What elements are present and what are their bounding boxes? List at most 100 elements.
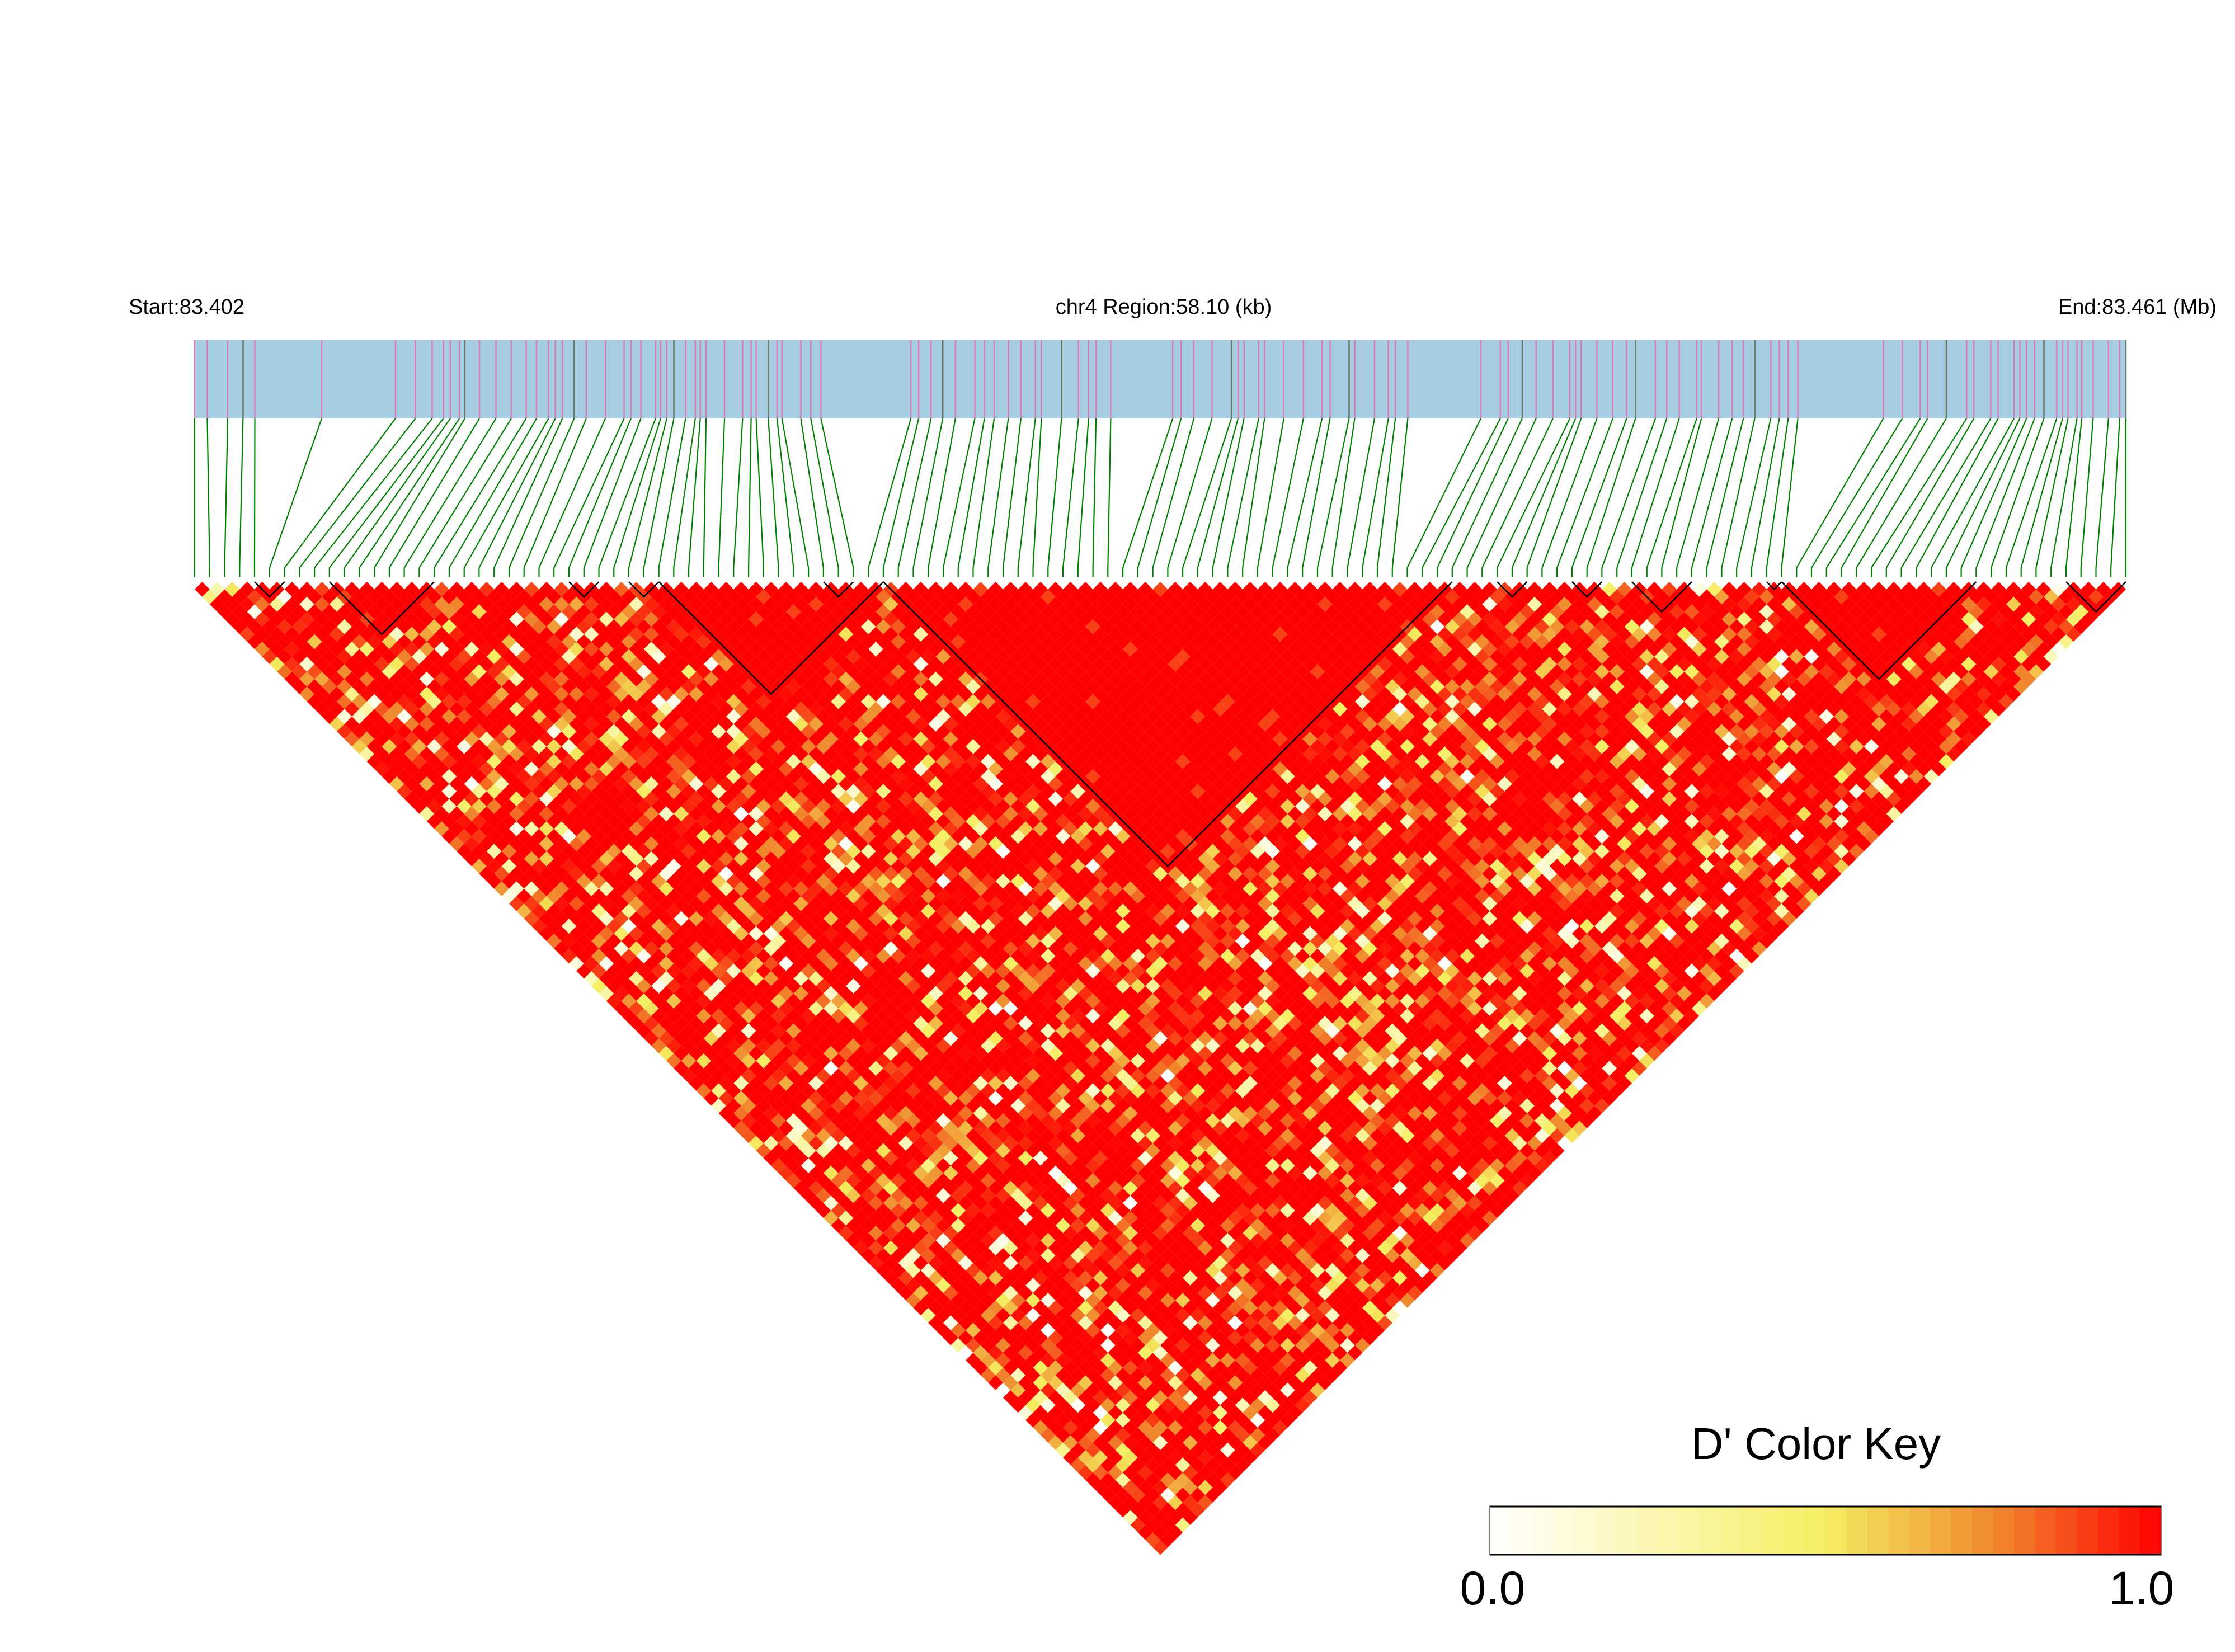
ld-cell (958, 1121, 973, 1136)
ld-cell (1025, 1218, 1041, 1233)
ld-cell (823, 1105, 839, 1121)
ld-cell (876, 1068, 891, 1084)
ld-cell (546, 724, 562, 739)
ld-cell (1077, 1345, 1093, 1361)
ld-cell (322, 709, 337, 724)
ld-cell (621, 933, 637, 949)
ld-cell (621, 948, 637, 964)
ld-cell (988, 1255, 1003, 1270)
ld-cell (643, 881, 659, 896)
ld-cell (584, 776, 599, 792)
ld-cell (1085, 1322, 1100, 1338)
snp-connector (1676, 418, 1720, 577)
ld-cell (629, 971, 644, 986)
ld-cell (980, 1322, 996, 1338)
ld-cell (1048, 1345, 1064, 1361)
ld-cell (756, 933, 771, 949)
ld-cell (1093, 1270, 1108, 1286)
ld-cell (726, 1008, 741, 1024)
ld-cell (1115, 1413, 1131, 1428)
ld-cell (674, 1001, 689, 1016)
ld-cell (576, 873, 592, 889)
ld-cell (943, 1330, 958, 1345)
ld-cell (1003, 1390, 1018, 1405)
ld-cell (988, 1196, 1003, 1211)
ld-cell (1183, 1330, 1198, 1345)
ld-cell (614, 956, 629, 971)
ld-cell (763, 1090, 779, 1106)
ld-cell (1168, 1510, 1183, 1525)
ld-cell (524, 881, 539, 896)
ld-cell (898, 1090, 914, 1106)
ld-cell (277, 589, 292, 605)
ld-cell (681, 903, 697, 919)
ld-cell (224, 611, 240, 627)
ld-cell (554, 941, 569, 956)
ld-cell (479, 627, 495, 642)
ld-cell (643, 1001, 659, 1016)
ld-cell (389, 582, 404, 597)
ld-cell (202, 589, 218, 605)
ld-cell (1093, 1480, 1108, 1495)
ld-cell (838, 971, 854, 986)
ld-cell (1100, 1248, 1116, 1263)
ld-cell (1003, 1196, 1018, 1211)
ld-cell (1085, 1353, 1100, 1368)
ld-cell (1123, 1510, 1138, 1525)
ld-cell (621, 813, 637, 829)
ld-cell (434, 627, 449, 642)
ld-cell (674, 971, 689, 986)
ld-cell (546, 694, 562, 709)
ld-cell (973, 1270, 989, 1286)
ld-cell (860, 963, 876, 979)
ld-cell (412, 694, 427, 709)
ld-cell (1040, 1218, 1056, 1233)
ld-cell (778, 971, 794, 986)
ld-cell (681, 799, 697, 814)
ld-cell (486, 664, 502, 679)
ld-cell (322, 679, 337, 694)
ld-cell (906, 1038, 921, 1053)
ld-cell (756, 963, 771, 979)
ld-cell (689, 926, 704, 942)
ld-cell (516, 709, 532, 724)
ld-cell (1093, 1255, 1108, 1270)
ld-cell (958, 1090, 973, 1106)
ld-cell (426, 813, 442, 829)
ld-cell (1048, 1255, 1064, 1270)
ld-cell (898, 1046, 914, 1061)
ld-cell (1212, 1330, 1228, 1345)
ld-cell (1048, 1420, 1064, 1436)
ld-cell (801, 1053, 816, 1069)
ld-cell (913, 1210, 929, 1226)
ld-cell (763, 986, 779, 1001)
ld-cell (426, 709, 442, 724)
ld-cell (584, 851, 599, 867)
ld-cell (404, 731, 420, 747)
ld-cell (1033, 1390, 1048, 1405)
ld-cell (1070, 1293, 1086, 1308)
ld-cell (1093, 1300, 1108, 1316)
ld-cell (539, 761, 554, 776)
ld-cell (546, 739, 562, 754)
ld-cell (801, 919, 816, 934)
ld-cell (793, 926, 809, 942)
ld-cell (1108, 1495, 1123, 1510)
ld-cell (486, 724, 502, 739)
ld-cell (1190, 1457, 1206, 1473)
ld-cell (995, 1353, 1011, 1368)
ld-cell (1123, 1270, 1138, 1286)
ld-cell (801, 1068, 816, 1084)
ld-cell (531, 919, 547, 934)
ld-cell (1025, 1158, 1041, 1173)
ld-cell (359, 627, 375, 642)
ld-cell (352, 649, 367, 665)
ld-cell (1077, 1405, 1093, 1420)
ld-cell (808, 926, 824, 942)
ld-cell (614, 851, 629, 867)
ld-cell (1235, 1367, 1250, 1383)
ld-cell (913, 1105, 929, 1121)
ld-cell (1137, 1480, 1153, 1495)
ld-cell (681, 888, 697, 904)
ld-cell (920, 1263, 936, 1278)
